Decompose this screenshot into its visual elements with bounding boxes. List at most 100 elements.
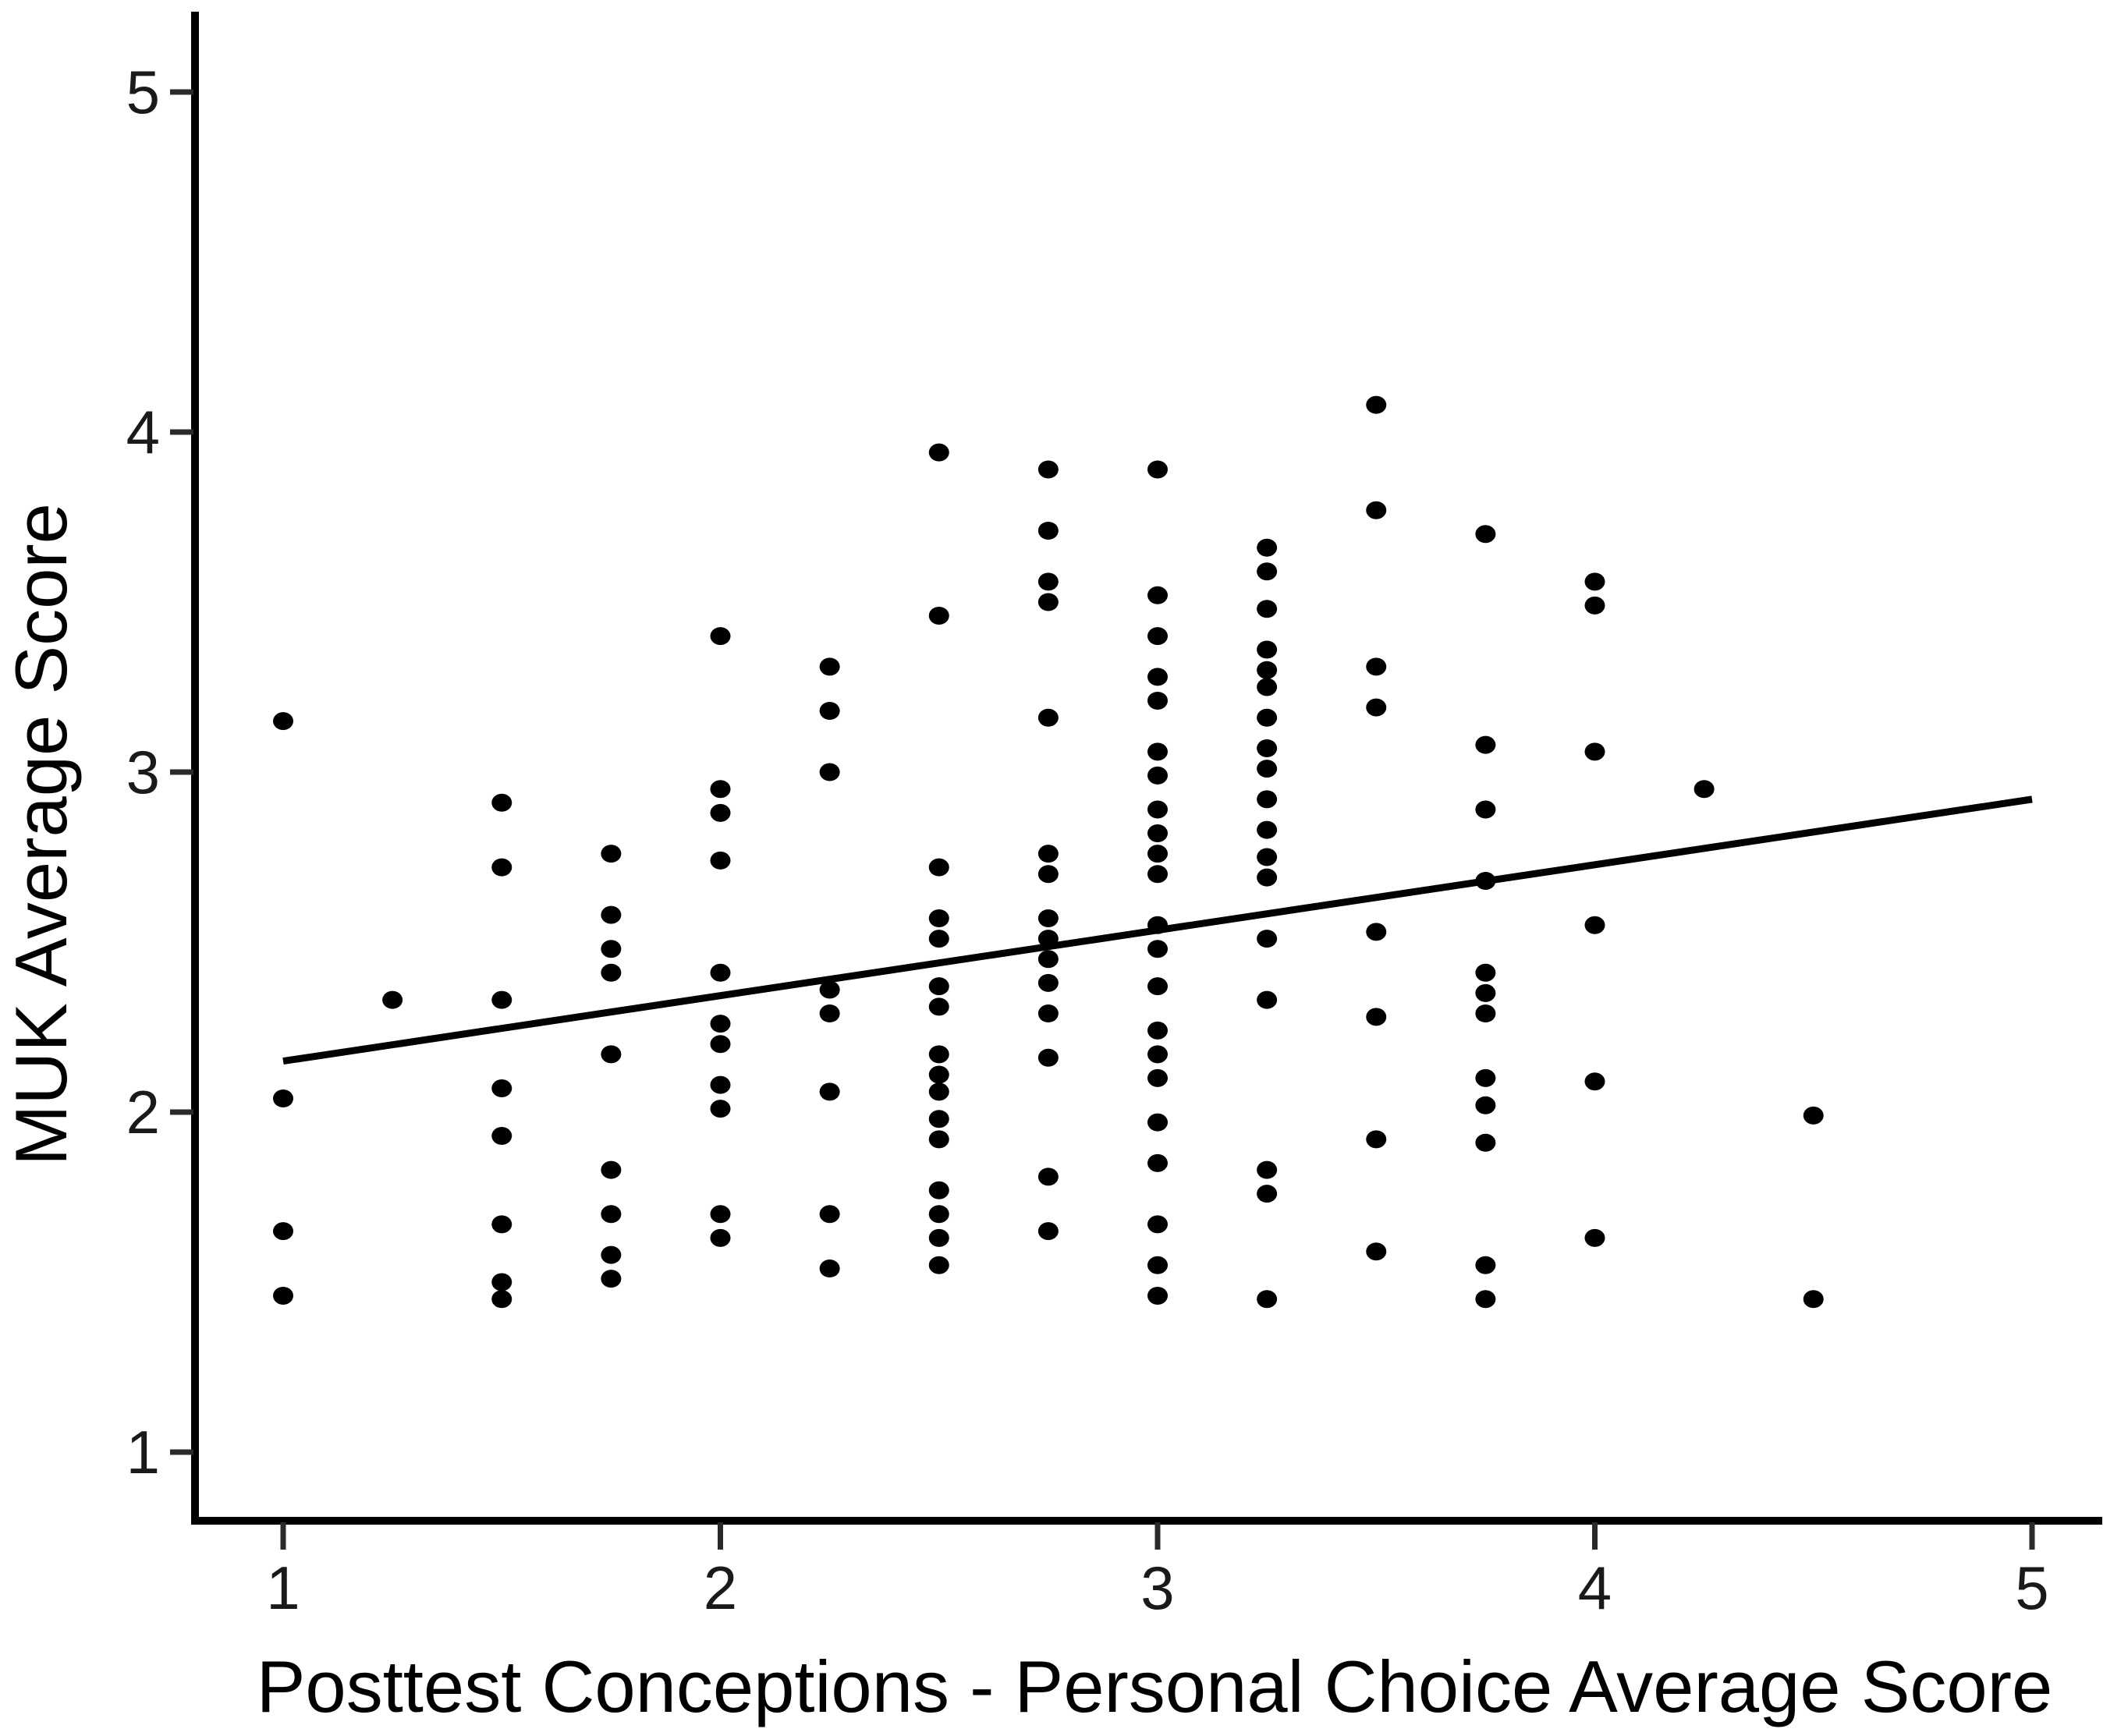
scatter-point (491, 793, 512, 812)
scatter-point (273, 712, 293, 731)
scatter-point (1366, 1008, 1387, 1026)
scatter-point (491, 990, 512, 1009)
scatter-point (601, 963, 622, 982)
scatter-point (1147, 845, 1168, 863)
scatter-point (1584, 916, 1605, 934)
scatter-point (1366, 395, 1387, 414)
scatter-point (1257, 820, 1278, 839)
scatter-point (1257, 562, 1278, 581)
scatter-point (928, 1082, 949, 1101)
scatter-point (1475, 1096, 1496, 1114)
scatter-point (382, 990, 403, 1009)
y-tick-label: 5 (126, 58, 160, 126)
scatter-point (1475, 1068, 1496, 1087)
scatter-point (1147, 865, 1168, 884)
scatter-point (1037, 909, 1059, 927)
scatter-point (710, 963, 731, 982)
scatter-point (1037, 1167, 1059, 1186)
scatter-point (1803, 1290, 1824, 1309)
scatter-point (1037, 973, 1059, 992)
scatter-point (491, 1127, 512, 1146)
scatter-point (710, 1015, 731, 1033)
scatter-point (928, 1110, 949, 1128)
scatter-point (1475, 963, 1496, 982)
x-axis-title: Posttest Conceptions - Personal Choice A… (257, 1646, 2053, 1727)
scatter-point (1147, 1021, 1168, 1040)
scatter-point (1037, 845, 1059, 863)
scatter-point (601, 1270, 622, 1288)
scatter-point (1257, 760, 1278, 778)
scatter-point (928, 1228, 949, 1247)
scatter-point (1366, 1242, 1387, 1261)
scatter-point (819, 980, 840, 999)
scatter-point (601, 845, 622, 863)
scatter-point (273, 1089, 293, 1108)
scatter-point (710, 1100, 731, 1118)
scatter-point (1147, 1286, 1168, 1305)
scatter-point (273, 1286, 293, 1305)
scatter-point (710, 1075, 731, 1094)
scatter-point (1257, 848, 1278, 866)
scatter-point (1257, 538, 1278, 557)
scatter-point (1257, 1185, 1278, 1203)
scatter-point (1147, 586, 1168, 604)
scatter-point (819, 1205, 840, 1224)
scatter-point (1147, 1215, 1168, 1234)
scatter-point (819, 1004, 840, 1023)
scatter-point (1694, 780, 1715, 799)
scatter-point (1147, 742, 1168, 761)
scatter-point (1475, 1256, 1496, 1274)
scatter-point (1037, 865, 1059, 884)
scatter-point (1037, 521, 1059, 540)
scatter-point (1257, 868, 1278, 887)
scatter-point (601, 905, 622, 924)
scatter-point (1147, 691, 1168, 710)
x-tick-label: 4 (1578, 1554, 1612, 1622)
scatter-point (819, 763, 840, 781)
scatter-point (491, 1215, 512, 1234)
y-axis-title: MUK Average Score (0, 503, 82, 1166)
scatter-point (601, 1245, 622, 1264)
scatter-point (1147, 824, 1168, 842)
scatter-point (928, 606, 949, 625)
scatter-point (928, 1181, 949, 1199)
scatter-point (1037, 593, 1059, 611)
scatter-point (1584, 1228, 1605, 1247)
scatter-point (928, 1065, 949, 1084)
scatter-point (1366, 923, 1387, 941)
scatter-point (819, 1082, 840, 1101)
scatter-point (928, 930, 949, 948)
scatter-point (1037, 950, 1059, 969)
scatter-point (1584, 596, 1605, 615)
scatter-point (1475, 983, 1496, 1002)
y-tick-label: 3 (126, 738, 160, 806)
scatter-point (710, 1205, 731, 1224)
scatter-point (1257, 640, 1278, 659)
scatter-point (928, 909, 949, 927)
scatter-point (1475, 800, 1496, 819)
scatter-point (1037, 1222, 1059, 1241)
scatter-point (1803, 1106, 1824, 1125)
scatter-point (601, 1045, 622, 1064)
scatter-point (710, 1035, 731, 1054)
scatter-point (1584, 1072, 1605, 1091)
scatter-point (1257, 990, 1278, 1009)
scatter-point (1147, 668, 1168, 686)
scatter-point (819, 1259, 840, 1278)
scatter-point (819, 657, 840, 676)
scatter-point (1147, 766, 1168, 785)
scatter-point (1147, 940, 1168, 958)
scatter-point (1257, 930, 1278, 948)
scatter-point (1257, 739, 1278, 757)
x-tick-label: 5 (2015, 1554, 2048, 1622)
scatter-point (928, 443, 949, 462)
scatter-point (1037, 930, 1059, 948)
scatter-point (1475, 1133, 1496, 1152)
scatter-point (1147, 1045, 1168, 1064)
scatter-point (1584, 572, 1605, 591)
scatter-point (928, 1045, 949, 1064)
scatter-point (491, 858, 512, 877)
scatter-point (1257, 1160, 1278, 1179)
